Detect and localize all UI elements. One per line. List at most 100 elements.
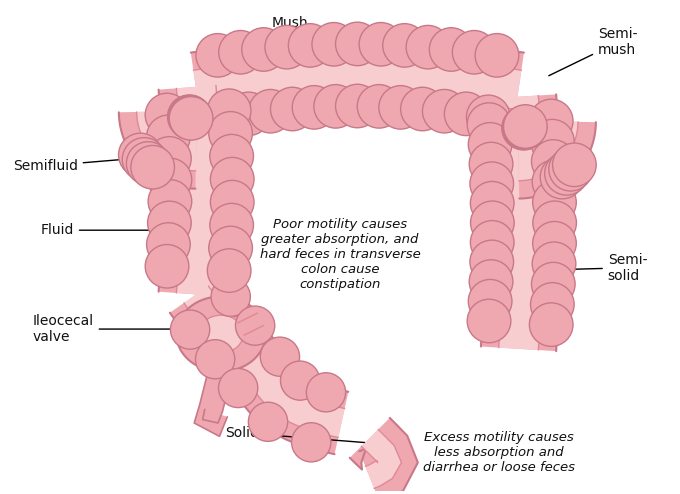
Circle shape bbox=[549, 148, 592, 191]
Circle shape bbox=[530, 283, 574, 326]
Circle shape bbox=[210, 134, 254, 178]
Circle shape bbox=[209, 226, 252, 270]
Text: Mush: Mush bbox=[272, 15, 338, 55]
Circle shape bbox=[249, 89, 292, 133]
Text: Solid: Solid bbox=[225, 426, 365, 443]
Circle shape bbox=[469, 280, 512, 323]
Circle shape bbox=[530, 303, 573, 346]
Circle shape bbox=[235, 306, 275, 345]
Circle shape bbox=[210, 204, 254, 247]
Circle shape bbox=[401, 87, 444, 131]
Circle shape bbox=[471, 201, 514, 245]
Text: Semi-
solid: Semi- solid bbox=[558, 252, 647, 283]
Circle shape bbox=[533, 201, 577, 245]
Text: Poor motility causes
greater absorption, and
hard feces in transverse
colon caus: Poor motility causes greater absorption,… bbox=[260, 218, 420, 291]
Circle shape bbox=[335, 84, 379, 128]
Circle shape bbox=[553, 143, 596, 187]
Circle shape bbox=[280, 361, 320, 400]
Circle shape bbox=[471, 221, 514, 264]
Circle shape bbox=[383, 24, 426, 67]
Circle shape bbox=[502, 107, 545, 150]
Circle shape bbox=[469, 260, 513, 303]
Text: Fluid: Fluid bbox=[41, 223, 160, 237]
Circle shape bbox=[118, 133, 162, 177]
Circle shape bbox=[422, 89, 466, 133]
Polygon shape bbox=[517, 121, 596, 199]
Circle shape bbox=[503, 105, 547, 148]
Circle shape bbox=[196, 34, 239, 77]
Circle shape bbox=[260, 337, 300, 376]
Polygon shape bbox=[235, 307, 267, 341]
Polygon shape bbox=[498, 95, 543, 350]
Polygon shape bbox=[119, 111, 197, 189]
Circle shape bbox=[312, 23, 356, 66]
Circle shape bbox=[379, 85, 422, 129]
Polygon shape bbox=[176, 85, 221, 296]
Circle shape bbox=[195, 340, 235, 379]
Circle shape bbox=[532, 181, 576, 224]
Circle shape bbox=[466, 95, 510, 139]
Circle shape bbox=[470, 240, 513, 284]
Polygon shape bbox=[184, 286, 345, 438]
Circle shape bbox=[292, 85, 336, 129]
Circle shape bbox=[147, 223, 190, 266]
Circle shape bbox=[126, 142, 170, 185]
Circle shape bbox=[167, 95, 211, 138]
Circle shape bbox=[265, 25, 309, 69]
Circle shape bbox=[532, 140, 575, 183]
Polygon shape bbox=[518, 121, 578, 181]
Circle shape bbox=[503, 106, 546, 150]
Circle shape bbox=[545, 152, 588, 195]
Circle shape bbox=[146, 93, 189, 137]
Circle shape bbox=[131, 145, 175, 189]
Circle shape bbox=[205, 95, 248, 139]
Polygon shape bbox=[350, 418, 418, 494]
Circle shape bbox=[467, 299, 511, 343]
Circle shape bbox=[148, 137, 191, 180]
Circle shape bbox=[429, 28, 473, 71]
Circle shape bbox=[292, 423, 331, 462]
Circle shape bbox=[469, 142, 513, 186]
Circle shape bbox=[532, 262, 575, 306]
Circle shape bbox=[452, 31, 496, 74]
Circle shape bbox=[530, 120, 574, 163]
Text: Semi-
mush: Semi- mush bbox=[549, 27, 637, 76]
Circle shape bbox=[210, 158, 254, 201]
Circle shape bbox=[207, 249, 251, 292]
Text: Excess motility causes
less absorption and
diarrhea or loose feces: Excess motility causes less absorption a… bbox=[423, 431, 575, 474]
Circle shape bbox=[207, 89, 251, 132]
Circle shape bbox=[530, 99, 573, 143]
Polygon shape bbox=[170, 276, 348, 454]
Circle shape bbox=[146, 245, 189, 288]
Circle shape bbox=[248, 402, 288, 441]
Circle shape bbox=[335, 22, 379, 66]
Circle shape bbox=[218, 369, 258, 408]
Text: Ileocecal
valve: Ileocecal valve bbox=[33, 314, 228, 344]
Circle shape bbox=[532, 221, 576, 265]
Circle shape bbox=[168, 95, 211, 139]
Polygon shape bbox=[361, 429, 401, 489]
Circle shape bbox=[169, 96, 212, 140]
Circle shape bbox=[147, 115, 190, 159]
Circle shape bbox=[148, 180, 192, 223]
Circle shape bbox=[148, 201, 191, 245]
Circle shape bbox=[307, 373, 345, 412]
Circle shape bbox=[169, 97, 213, 140]
Circle shape bbox=[469, 123, 512, 166]
Polygon shape bbox=[158, 84, 239, 297]
Polygon shape bbox=[199, 315, 243, 353]
Circle shape bbox=[467, 103, 511, 146]
Circle shape bbox=[209, 112, 252, 155]
Circle shape bbox=[210, 180, 254, 224]
Circle shape bbox=[314, 84, 358, 128]
Polygon shape bbox=[481, 94, 561, 351]
Circle shape bbox=[532, 160, 576, 204]
Circle shape bbox=[540, 155, 584, 199]
Circle shape bbox=[148, 158, 192, 202]
Polygon shape bbox=[191, 38, 524, 127]
Circle shape bbox=[359, 23, 403, 66]
Circle shape bbox=[226, 92, 271, 135]
Circle shape bbox=[271, 87, 314, 131]
Circle shape bbox=[470, 162, 513, 206]
Circle shape bbox=[471, 181, 514, 225]
